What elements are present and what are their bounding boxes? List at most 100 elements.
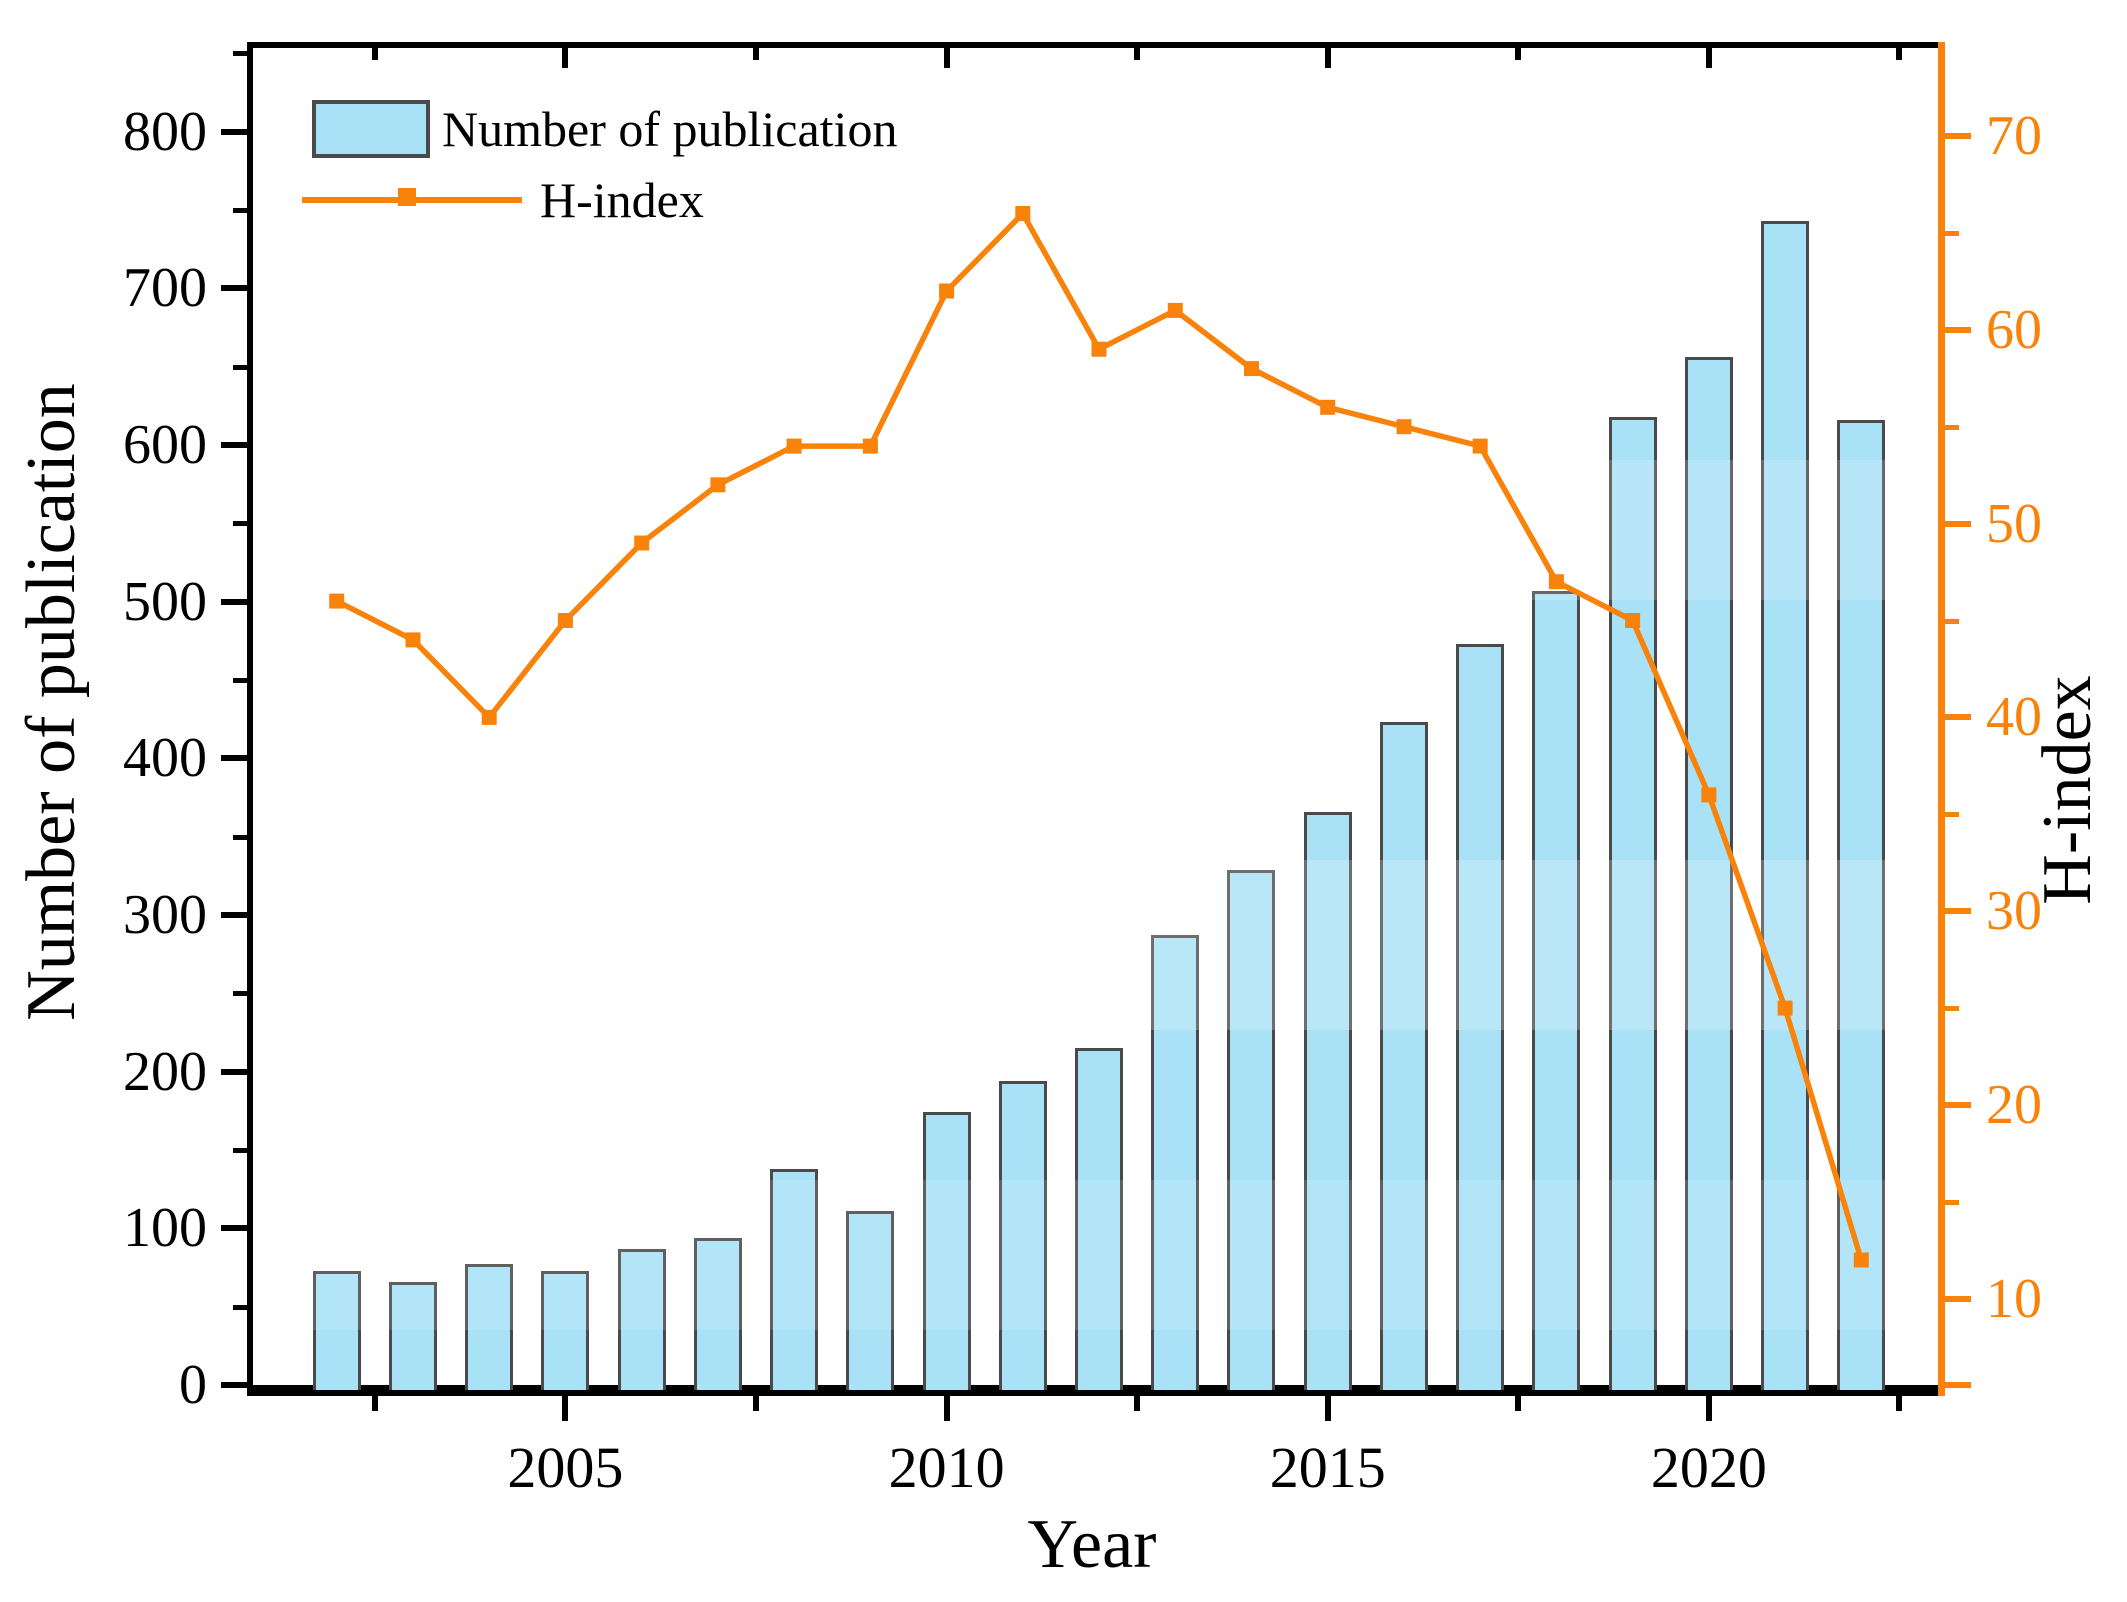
x-axis-major-tick — [562, 1396, 569, 1421]
left-axis-tick-label: 600 — [123, 414, 207, 477]
x-axis-top-minor-tick — [1515, 48, 1522, 60]
bar-2021 — [1761, 221, 1810, 1390]
left-axis-minor-tick — [233, 208, 247, 214]
h-index-point-2015 — [1320, 399, 1336, 415]
bar-2009 — [846, 1211, 895, 1390]
left-axis-minor-tick — [233, 834, 247, 840]
x-axis-tick-label-2015: 2015 — [1269, 1435, 1386, 1500]
x-axis-major-tick — [1705, 1396, 1712, 1421]
bar-2011 — [998, 1081, 1047, 1390]
bar-2003 — [388, 1281, 437, 1390]
left-axis-tick-label: 100 — [123, 1197, 207, 1260]
right-axis-major-tick — [1945, 133, 1971, 139]
legend-bar-swatch — [312, 100, 430, 158]
x-axis-top-minor-tick — [371, 48, 378, 60]
h-index-point-2019 — [1625, 613, 1641, 628]
left-axis-major-tick — [221, 442, 247, 449]
h-index-point-2017 — [1472, 438, 1488, 454]
right-axis-major-tick — [1945, 908, 1971, 915]
right-axis-tick-label: 50 — [1986, 492, 2042, 555]
left-axis-major-tick — [221, 755, 247, 762]
left-axis-minor-tick — [233, 521, 247, 527]
right-axis-tick-label: 10 — [1986, 1267, 2042, 1330]
left-axis-tick-label: 700 — [123, 257, 207, 320]
plot-area — [247, 42, 1944, 1396]
x-axis-top-major-tick — [1705, 48, 1712, 68]
h-index-point-2009 — [862, 438, 878, 454]
h-index-point-2003 — [405, 632, 421, 648]
left-axis-tick-label: 300 — [123, 884, 207, 947]
x-axis-tick-label-2005: 2005 — [507, 1435, 624, 1500]
right-axis-major-tick — [1945, 714, 1971, 721]
bar-2022 — [1837, 420, 1886, 1390]
h-index-point-2012 — [1091, 341, 1107, 357]
x-axis-top-major-tick — [1324, 48, 1331, 68]
left-axis-major-tick — [221, 1382, 247, 1388]
x-axis-top-minor-tick — [753, 48, 759, 60]
left-axis-major-tick — [221, 598, 247, 605]
h-index-point-2022 — [1853, 1252, 1869, 1268]
h-index-point-2004 — [481, 709, 497, 725]
bar-2007 — [693, 1237, 742, 1390]
h-index-point-2018 — [1548, 574, 1564, 590]
bar-2002 — [312, 1270, 361, 1390]
x-axis-minor-tick — [753, 1396, 759, 1411]
h-index-point-2016 — [1396, 419, 1412, 435]
h-index-point-2014 — [1244, 361, 1259, 377]
right-axis-major-tick — [1945, 520, 1971, 527]
x-axis-minor-tick — [1515, 1396, 1522, 1411]
legend-bar-label: Number of publication — [442, 101, 898, 157]
x-axis-top-minor-tick — [1896, 48, 1903, 60]
x-axis-major-tick — [1324, 1396, 1331, 1421]
bar-2008 — [770, 1168, 819, 1390]
legend-line-label: H-index — [540, 172, 704, 228]
bar-2005 — [541, 1270, 590, 1390]
x-axis-minor-tick — [1134, 1396, 1141, 1411]
left-axis-major-tick — [221, 1068, 247, 1075]
right-axis-minor-tick — [1945, 812, 1959, 818]
h-index-point-2007 — [710, 477, 726, 493]
x-axis-tick-label-2010: 2010 — [888, 1435, 1005, 1500]
x-axis-tick-label-2020: 2020 — [1650, 1435, 1767, 1500]
left-axis-tick-label: 800 — [123, 100, 207, 163]
right-axis-tick-label: 70 — [1986, 105, 2042, 167]
left-axis-tick-label: 200 — [123, 1040, 207, 1103]
right-axis-tick-label: 60 — [1986, 298, 2042, 361]
left-axis-minor-tick — [233, 991, 247, 997]
h-index-point-2006 — [634, 535, 650, 551]
bar-2016 — [1379, 722, 1428, 1390]
h-index-point-2011 — [1015, 206, 1031, 221]
x-axis-title: Year — [1027, 1506, 1157, 1583]
x-axis-minor-tick — [1896, 1396, 1903, 1411]
right-axis-end-tick — [1945, 1382, 1971, 1388]
left-axis-tick-label: 400 — [123, 727, 207, 790]
right-axis-minor-tick — [1945, 1006, 1959, 1012]
left-axis-minor-tick — [233, 1304, 247, 1310]
bar-2012 — [1075, 1048, 1124, 1390]
left-axis-major-tick — [221, 285, 247, 292]
left-axis-title: Number of publication — [13, 383, 90, 1021]
x-axis-top-minor-tick — [1134, 48, 1141, 60]
bar-2020 — [1684, 357, 1733, 1390]
left-axis-major-tick — [221, 912, 247, 919]
h-index-point-2005 — [557, 613, 573, 628]
left-axis-minor-tick — [233, 678, 247, 684]
bar-2017 — [1456, 644, 1505, 1390]
right-axis-minor-tick — [1945, 230, 1959, 236]
right-axis-title: H-index — [2029, 675, 2106, 905]
left-axis-minor-tick — [233, 1148, 247, 1154]
h-index-line — [335, 208, 1864, 1261]
bar-2004 — [465, 1264, 514, 1390]
x-axis-major-tick — [943, 1396, 950, 1421]
left-axis-minor-tick — [233, 51, 247, 57]
left-axis-tick-label: 500 — [123, 570, 207, 633]
h-index-point-2002 — [329, 593, 345, 609]
bar-2014 — [1227, 869, 1276, 1390]
bar-2019 — [1608, 416, 1657, 1390]
bar-2015 — [1303, 811, 1352, 1390]
bar-2013 — [1151, 935, 1200, 1390]
right-axis-tick-label: 30 — [1986, 880, 2042, 943]
h-index-point-2010 — [939, 283, 955, 299]
right-axis-tick-label: 40 — [1986, 686, 2042, 749]
